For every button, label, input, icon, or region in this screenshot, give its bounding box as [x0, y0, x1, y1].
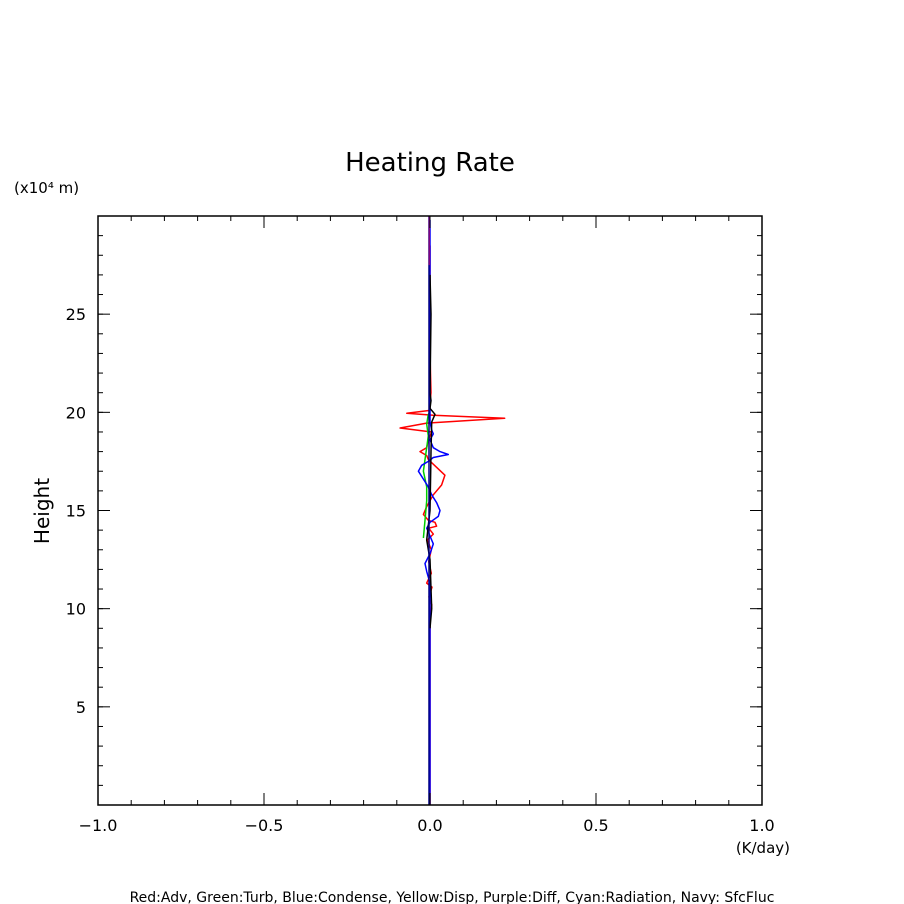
y-tick-label: 20 — [66, 403, 86, 422]
series-line-1 — [422, 411, 431, 539]
y-tick-label: 15 — [66, 502, 86, 521]
chart-title: Heating Rate — [345, 148, 515, 178]
y-tick-label: 5 — [76, 698, 86, 717]
x-axis-unit: (K/day) — [736, 839, 790, 857]
y-axis-label: Height — [30, 478, 54, 544]
y-axis-unit: (x10⁴ m) — [14, 179, 79, 197]
y-tick-label: 25 — [66, 305, 86, 324]
ticks-layer: −1.0 −0.5 0.0 0.5 1.0 5 10 15 20 25 — [66, 216, 775, 835]
legend-text: Red:Adv, Green:Turb, Blue:Condense, Yell… — [130, 890, 775, 904]
x-tick-label: −0.5 — [245, 816, 284, 835]
y-tick-label: 10 — [66, 600, 86, 619]
series-line-0 — [399, 245, 506, 805]
x-tick-label: 0.5 — [583, 816, 608, 835]
x-tick-label: −1.0 — [79, 816, 118, 835]
x-tick-label: 0.0 — [417, 816, 442, 835]
series-line-2 — [417, 219, 450, 805]
x-tick-label: 1.0 — [749, 816, 774, 835]
series-layer — [399, 216, 506, 805]
plot-frame — [97, 215, 763, 806]
